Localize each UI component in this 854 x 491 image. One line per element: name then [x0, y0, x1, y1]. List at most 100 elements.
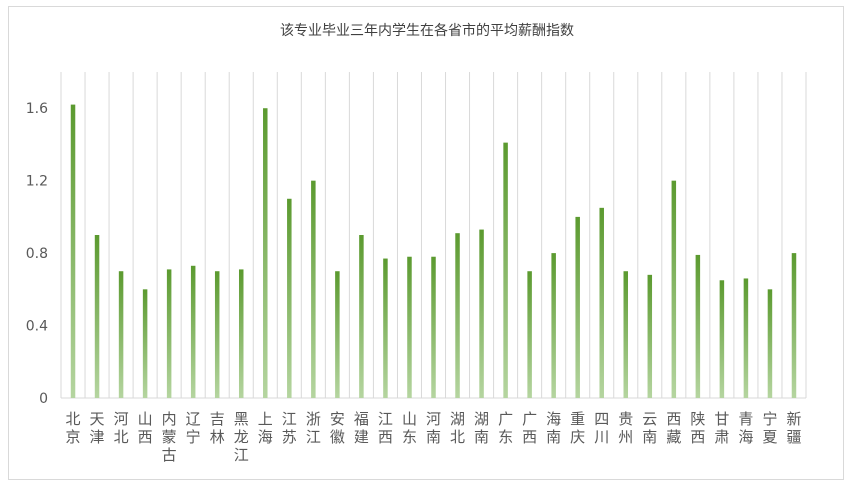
y-tick-label: 1.6: [26, 101, 48, 117]
x-tick-label: 南: [474, 428, 489, 446]
x-tick-label: 四: [594, 410, 609, 428]
x-tick-label: 江: [282, 410, 297, 428]
x-tick-label: 青: [738, 410, 753, 428]
x-tick-label: 福: [354, 410, 369, 428]
x-tick-label: 陕: [690, 410, 705, 428]
bar-甘肃: [719, 280, 725, 398]
bar-黑龙江: [238, 269, 244, 398]
grid-lines: [60, 72, 807, 399]
bar-山西: [142, 289, 148, 398]
bar-重庆: [575, 216, 580, 398]
x-tick-label: 宁: [762, 410, 777, 428]
x-tick-label: 河: [114, 410, 129, 428]
x-tick-label: 龙: [234, 428, 249, 446]
bar-广西: [527, 271, 532, 398]
bar-青海: [743, 278, 749, 398]
bar-辽宁: [190, 265, 196, 398]
bar-北京: [70, 104, 76, 398]
x-tick-label: 天: [90, 410, 105, 428]
y-axis-ticks: 0 0.4 0.8 1.2 1.6: [26, 101, 48, 407]
x-tick-label: 内: [162, 410, 177, 428]
bar-浙江: [311, 180, 316, 398]
x-tick-label: 新: [786, 410, 801, 428]
x-tick-label: 安: [330, 410, 345, 428]
x-axis-ticks: 北京天津河北山西内蒙古辽宁吉林黑龙江上海江苏浙江安徽福建江西山东河南湖北湖南广东…: [66, 410, 802, 464]
x-tick-label: 西: [378, 428, 393, 446]
x-tick-label: 夏: [762, 428, 777, 446]
x-tick-label: 广: [522, 410, 537, 428]
x-tick-label: 古: [162, 446, 177, 464]
x-tick-label: 宁: [186, 428, 201, 446]
bar-上海: [263, 108, 268, 398]
x-tick-label: 西: [666, 410, 681, 428]
bar-湖北: [455, 233, 460, 398]
x-tick-label: 海: [738, 428, 753, 446]
x-tick-label: 北: [66, 410, 81, 428]
x-tick-label: 京: [66, 428, 81, 446]
x-tick-label: 甘: [714, 410, 729, 428]
x-tick-label: 山: [402, 410, 417, 428]
y-tick-label: 0: [39, 391, 48, 407]
x-tick-label: 重: [570, 410, 585, 428]
bar-贵州: [623, 271, 629, 398]
x-tick-label: 黑: [234, 410, 249, 428]
x-tick-label: 贵: [618, 410, 633, 428]
bar-山东: [407, 256, 412, 398]
y-tick-label: 0.4: [26, 319, 48, 335]
x-tick-label: 林: [210, 428, 225, 446]
x-tick-label: 海: [258, 428, 273, 446]
bar-吉林: [214, 271, 220, 398]
bar-广东: [503, 142, 508, 398]
y-tick-label: 1.2: [26, 174, 48, 190]
x-tick-label: 吉: [210, 410, 225, 428]
bar-湖南: [479, 229, 484, 398]
x-tick-label: 河: [426, 410, 441, 428]
bar-海南: [551, 253, 556, 398]
x-tick-label: 津: [90, 428, 105, 446]
chart-title: 该专业毕业三年内学生在各省市的平均薪酬指数: [280, 23, 574, 39]
x-tick-label: 苏: [282, 428, 297, 446]
x-tick-label: 南: [546, 428, 561, 446]
x-tick-label: 东: [402, 428, 417, 446]
x-tick-label: 广: [498, 410, 513, 428]
bar-河北: [118, 271, 124, 398]
y-tick-label: 0.8: [26, 246, 48, 262]
bar-福建: [359, 235, 364, 398]
x-tick-label: 辽: [186, 410, 201, 428]
x-tick-label: 庆: [570, 428, 585, 446]
chart-frame: [8, 6, 844, 480]
bar-内蒙古: [166, 269, 172, 398]
x-tick-label: 海: [546, 410, 561, 428]
bars: [70, 104, 797, 398]
x-tick-label: 江: [234, 446, 249, 464]
x-tick-label: 江: [378, 410, 393, 428]
bar-宁夏: [767, 289, 773, 398]
x-tick-label: 湖: [474, 410, 489, 428]
x-tick-label: 南: [426, 428, 441, 446]
x-tick-label: 湖: [450, 410, 465, 428]
bar-天津: [94, 235, 100, 398]
x-tick-label: 上: [258, 410, 273, 428]
bar-安徽: [335, 271, 340, 398]
bar-陕西: [695, 254, 701, 398]
x-tick-label: 南: [642, 428, 657, 446]
x-tick-label: 西: [138, 428, 153, 446]
x-tick-label: 徽: [330, 428, 345, 446]
x-tick-label: 西: [690, 428, 705, 446]
bar-西藏: [671, 180, 677, 398]
x-tick-label: 州: [618, 428, 633, 446]
x-tick-label: 建: [354, 428, 369, 446]
bar-新疆: [791, 253, 797, 398]
bar-江西: [383, 258, 388, 398]
x-tick-label: 北: [114, 428, 129, 446]
bar-江苏: [287, 198, 292, 398]
x-tick-label: 藏: [666, 428, 681, 446]
x-tick-label: 北: [450, 428, 465, 446]
x-tick-label: 蒙: [162, 428, 177, 446]
x-tick-label: 肃: [714, 428, 729, 446]
x-tick-label: 浙: [306, 410, 321, 428]
x-tick-label: 疆: [786, 428, 801, 446]
bar-河南: [431, 256, 436, 398]
x-tick-label: 山: [138, 410, 153, 428]
